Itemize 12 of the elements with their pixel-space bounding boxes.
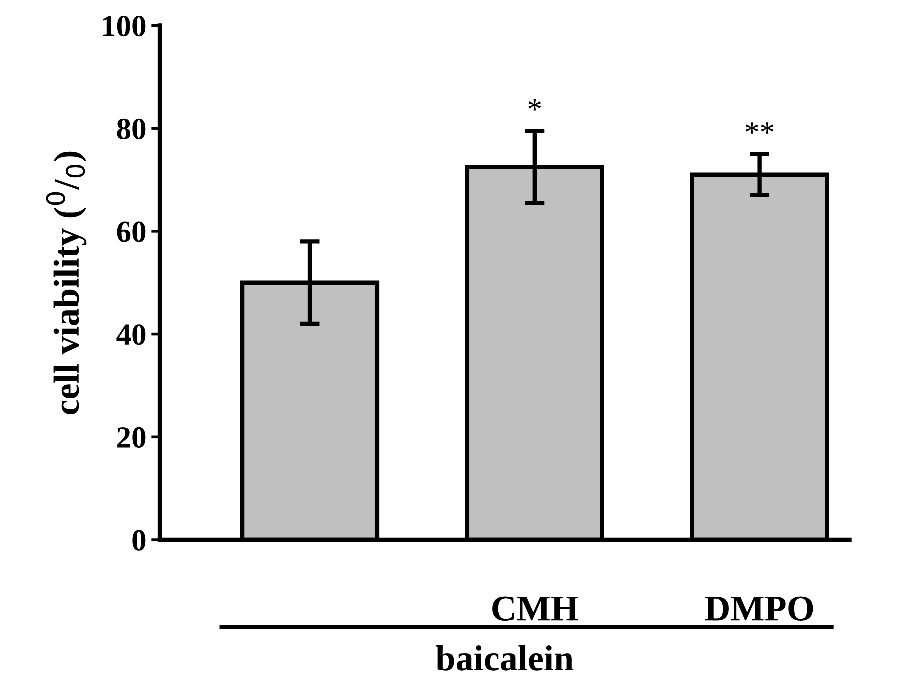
annotation: ** xyxy=(746,122,774,134)
annotation: * xyxy=(528,99,542,111)
y-tick-label: 60 xyxy=(117,222,146,242)
y-tick-label: 20 xyxy=(118,427,146,448)
y-tick-label: 100 xyxy=(103,16,146,37)
y-tick-label: 80 xyxy=(117,118,146,140)
x-tick-label: DMPO xyxy=(705,596,814,621)
y-tick-label: 40 xyxy=(116,324,146,346)
y-tick-label: 0 xyxy=(132,530,146,551)
y-axis-title: cell viability ($^{0}$/$_{0}$) xyxy=(46,152,87,415)
x-tick-label: CMH xyxy=(492,596,578,621)
x-axis-title: baicalein xyxy=(436,645,574,671)
